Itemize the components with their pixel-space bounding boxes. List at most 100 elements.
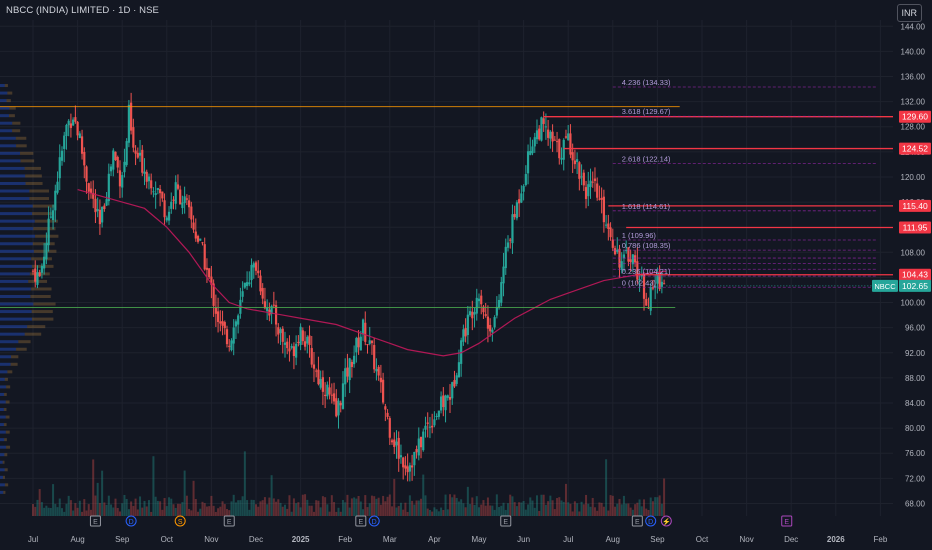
fib-level-label: 1 (109.96) (622, 231, 657, 240)
volume-bar (607, 510, 610, 516)
x-tick-label: Nov (739, 535, 753, 544)
volume-bar (471, 497, 474, 516)
volume-bar (192, 480, 195, 516)
candle-body (593, 178, 597, 181)
candle-body (161, 191, 164, 199)
volume-profile-bar (7, 91, 13, 95)
volume-bar (397, 506, 400, 516)
candle-body (214, 307, 217, 314)
volume-bar (116, 507, 119, 516)
volume-bar (562, 501, 565, 516)
candle-body (477, 298, 481, 302)
candle-body (578, 162, 581, 179)
candle-body (40, 265, 44, 273)
volume-profile-bar (0, 325, 28, 329)
volume-bar (125, 498, 128, 516)
volume-profile-bar (4, 392, 7, 396)
volume-bar (625, 503, 628, 516)
volume-bar (415, 500, 418, 516)
volume-bar (596, 510, 599, 516)
volume-bar (232, 494, 235, 516)
volume-bar (136, 509, 139, 516)
candle-body (602, 196, 605, 223)
volume-bar (181, 502, 184, 516)
volume-bar (344, 502, 347, 516)
volume-profile-bar (0, 181, 26, 185)
volume-profile-bar (0, 453, 5, 457)
volume-bar (651, 501, 654, 516)
candle-body (375, 368, 378, 372)
volume-bar (52, 484, 55, 516)
y-tick-label: 120.00 (901, 173, 926, 182)
volume-profile-bar (0, 287, 31, 291)
fib-level-label: 3.618 (129.67) (622, 107, 671, 116)
currency-button[interactable]: INR (896, 4, 922, 22)
volume-bar (281, 506, 284, 516)
symbol-label: NBCC (874, 282, 896, 291)
candle-body (448, 396, 452, 400)
candle-body (127, 104, 130, 143)
volume-bar (341, 499, 344, 516)
candle-body (266, 307, 269, 312)
candle-body (252, 263, 255, 268)
candle-body (584, 187, 588, 199)
candle-body (118, 170, 122, 187)
volume-bar (214, 511, 217, 516)
candle-body (489, 324, 492, 332)
price-level-label: 115.40 (902, 201, 928, 211)
volume-bar (500, 505, 503, 516)
candle-body (451, 382, 454, 399)
event-marker (223, 515, 235, 527)
volume-bar (359, 501, 362, 516)
volume-profile-bar (32, 204, 55, 208)
volume-bar (132, 505, 135, 516)
y-tick-label: 88.00 (905, 374, 926, 383)
volume-bar (518, 502, 521, 516)
volume-bar (217, 508, 220, 516)
candle-body (114, 151, 117, 161)
volume-bar (83, 499, 86, 516)
candle-body (225, 329, 229, 345)
candle-body (538, 128, 541, 140)
volume-bar (110, 504, 113, 516)
candle-body (281, 328, 284, 342)
volume-bar (176, 503, 179, 516)
volume-bar (576, 503, 579, 516)
candle-body (493, 317, 496, 328)
volume-bar (107, 495, 110, 516)
volume-bar (564, 483, 567, 516)
volume-bar (370, 495, 373, 516)
volume-profile-bar (29, 197, 50, 201)
volume-profile-bar (0, 294, 31, 298)
candle-body (301, 330, 304, 342)
y-tick-label: 96.00 (905, 324, 926, 333)
volume-profile-bar (0, 84, 5, 88)
candle-body (243, 282, 246, 288)
volume-profile-bar (0, 483, 5, 487)
volume-profile-bar (33, 227, 56, 231)
candle-body (355, 338, 358, 353)
volume-bar (377, 497, 380, 516)
volume-profile-bar (30, 287, 52, 291)
y-tick-label: 84.00 (905, 399, 926, 408)
y-tick-label: 76.00 (905, 449, 926, 458)
candle-body (221, 321, 224, 326)
volume-bar (391, 506, 394, 516)
y-tick-label: 100.00 (901, 299, 926, 308)
volume-bar (433, 507, 436, 516)
candle-body (65, 125, 68, 136)
candle-body (69, 123, 73, 128)
volume-profile-bar (0, 159, 21, 163)
candle-body (190, 206, 193, 220)
volume-bar (589, 506, 592, 516)
volume-profile-bar (0, 370, 8, 374)
volume-bar (504, 509, 507, 516)
candle-body (439, 396, 443, 411)
volume-bar (404, 502, 407, 516)
candle-body (259, 275, 262, 292)
candle-body (549, 131, 552, 139)
candle-body (495, 306, 498, 316)
candle-body (654, 285, 657, 288)
volume-bar (442, 509, 445, 516)
